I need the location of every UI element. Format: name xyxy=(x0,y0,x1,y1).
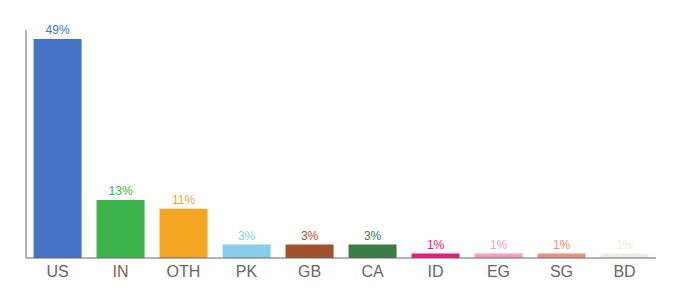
svg-text:1%: 1% xyxy=(553,238,571,252)
svg-text:1%: 1% xyxy=(616,238,634,252)
svg-text:1%: 1% xyxy=(490,238,508,252)
svg-text:1%: 1% xyxy=(427,238,445,252)
svg-text:OTH: OTH xyxy=(167,263,201,280)
svg-text:EG: EG xyxy=(487,263,510,280)
svg-text:3%: 3% xyxy=(364,229,382,243)
svg-text:3%: 3% xyxy=(301,229,319,243)
svg-text:3%: 3% xyxy=(238,229,256,243)
svg-text:BD: BD xyxy=(613,263,635,280)
svg-text:US: US xyxy=(46,263,68,280)
svg-text:11%: 11% xyxy=(172,193,195,207)
svg-text:GB: GB xyxy=(298,263,321,280)
svg-text:49%: 49% xyxy=(46,23,70,37)
svg-text:SG: SG xyxy=(550,263,573,280)
svg-text:IN: IN xyxy=(113,263,129,280)
svg-text:13%: 13% xyxy=(109,184,133,198)
svg-text:CA: CA xyxy=(361,263,384,280)
svg-text:ID: ID xyxy=(428,263,444,280)
svg-text:PK: PK xyxy=(236,263,258,280)
